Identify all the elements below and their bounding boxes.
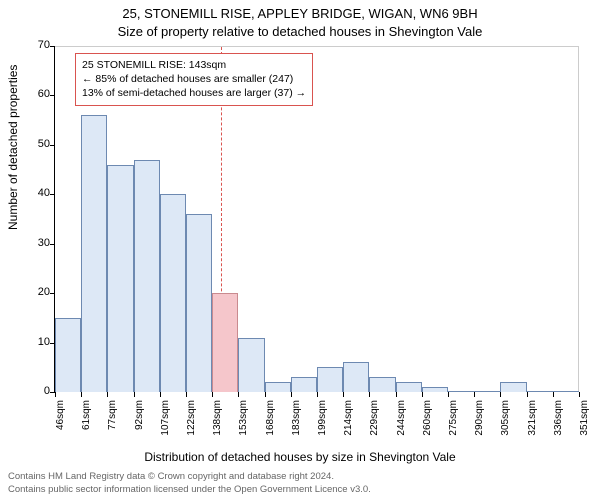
xtick-mark: [317, 392, 318, 397]
histogram-bar: [448, 391, 474, 392]
xtick-label: 260sqm: [422, 400, 433, 450]
xtick-label: 351sqm: [579, 400, 590, 450]
plot-area: 25 STONEMILL RISE: 143sqm ← 85% of detac…: [55, 46, 579, 392]
xtick-mark: [55, 392, 56, 397]
xtick-label: 199sqm: [317, 400, 328, 450]
histogram-bar: [212, 293, 238, 392]
ytick-mark: [50, 95, 55, 96]
histogram-bar: [343, 362, 369, 392]
xtick-label: 336sqm: [553, 400, 564, 450]
xtick-label: 168sqm: [265, 400, 276, 450]
xtick-mark: [527, 392, 528, 397]
ytick-label: 40: [10, 187, 50, 199]
xtick-label: 153sqm: [238, 400, 249, 450]
histogram-bar: [500, 382, 526, 392]
xtick-mark: [553, 392, 554, 397]
chart-container: 25, STONEMILL RISE, APPLEY BRIDGE, WIGAN…: [0, 0, 600, 500]
histogram-bar: [474, 391, 500, 392]
xtick-label: 107sqm: [160, 400, 171, 450]
ytick-label: 70: [10, 39, 50, 51]
xtick-mark: [160, 392, 161, 397]
xtick-label: 290sqm: [474, 400, 485, 450]
xtick-mark: [500, 392, 501, 397]
histogram-bar: [369, 377, 395, 392]
histogram-bar: [553, 391, 579, 392]
xtick-label: 61sqm: [81, 400, 92, 450]
ytick-label: 0: [10, 385, 50, 397]
xtick-label: 183sqm: [291, 400, 302, 450]
xtick-mark: [579, 392, 580, 397]
xtick-label: 214sqm: [343, 400, 354, 450]
chart-title-main: 25, STONEMILL RISE, APPLEY BRIDGE, WIGAN…: [0, 6, 600, 21]
ytick-label: 10: [10, 336, 50, 348]
histogram-bar: [238, 338, 264, 392]
xtick-mark: [291, 392, 292, 397]
histogram-bar: [81, 115, 107, 392]
histogram-bar: [527, 391, 553, 392]
histogram-bar: [186, 214, 212, 392]
ytick-label: 60: [10, 88, 50, 100]
ytick-label: 20: [10, 286, 50, 298]
xtick-mark: [448, 392, 449, 397]
footer-line1: Contains HM Land Registry data © Crown c…: [8, 471, 371, 483]
xtick-label: 321sqm: [527, 400, 538, 450]
ytick-mark: [50, 343, 55, 344]
xtick-mark: [81, 392, 82, 397]
histogram-bar: [134, 160, 160, 392]
xtick-mark: [474, 392, 475, 397]
xtick-label: 244sqm: [396, 400, 407, 450]
ytick-label: 30: [10, 237, 50, 249]
xtick-mark: [238, 392, 239, 397]
xtick-label: 138sqm: [212, 400, 223, 450]
histogram-bar: [422, 387, 448, 392]
x-axis-label: Distribution of detached houses by size …: [0, 450, 600, 464]
ytick-mark: [50, 194, 55, 195]
xtick-mark: [343, 392, 344, 397]
histogram-bar: [265, 382, 291, 392]
xtick-mark: [265, 392, 266, 397]
ytick-mark: [50, 293, 55, 294]
xtick-label: 305sqm: [500, 400, 511, 450]
xtick-label: 92sqm: [134, 400, 145, 450]
xtick-mark: [212, 392, 213, 397]
xtick-label: 77sqm: [107, 400, 118, 450]
footer-text: Contains HM Land Registry data © Crown c…: [8, 471, 371, 496]
xtick-mark: [369, 392, 370, 397]
xtick-mark: [134, 392, 135, 397]
annot-line3: 13% of semi-detached houses are larger (…: [82, 86, 306, 100]
annot-line1: 25 STONEMILL RISE: 143sqm: [82, 58, 306, 72]
histogram-bar: [396, 382, 422, 392]
xtick-label: 46sqm: [55, 400, 66, 450]
histogram-bar: [317, 367, 343, 392]
ytick-mark: [50, 145, 55, 146]
annot-line2: ← 85% of detached houses are smaller (24…: [82, 72, 306, 86]
histogram-bar: [107, 165, 133, 392]
histogram-bar: [55, 318, 81, 392]
xtick-label: 229sqm: [369, 400, 380, 450]
ytick-mark: [50, 46, 55, 47]
ytick-mark: [50, 244, 55, 245]
xtick-mark: [396, 392, 397, 397]
xtick-mark: [422, 392, 423, 397]
xtick-label: 122sqm: [186, 400, 197, 450]
annotation-box: 25 STONEMILL RISE: 143sqm ← 85% of detac…: [75, 53, 313, 106]
xtick-mark: [186, 392, 187, 397]
chart-title-sub: Size of property relative to detached ho…: [0, 24, 600, 39]
footer-line2: Contains public sector information licen…: [8, 484, 371, 496]
ytick-label: 50: [10, 138, 50, 150]
xtick-mark: [107, 392, 108, 397]
histogram-bar: [160, 194, 186, 392]
xtick-label: 275sqm: [448, 400, 459, 450]
histogram-bar: [291, 377, 317, 392]
